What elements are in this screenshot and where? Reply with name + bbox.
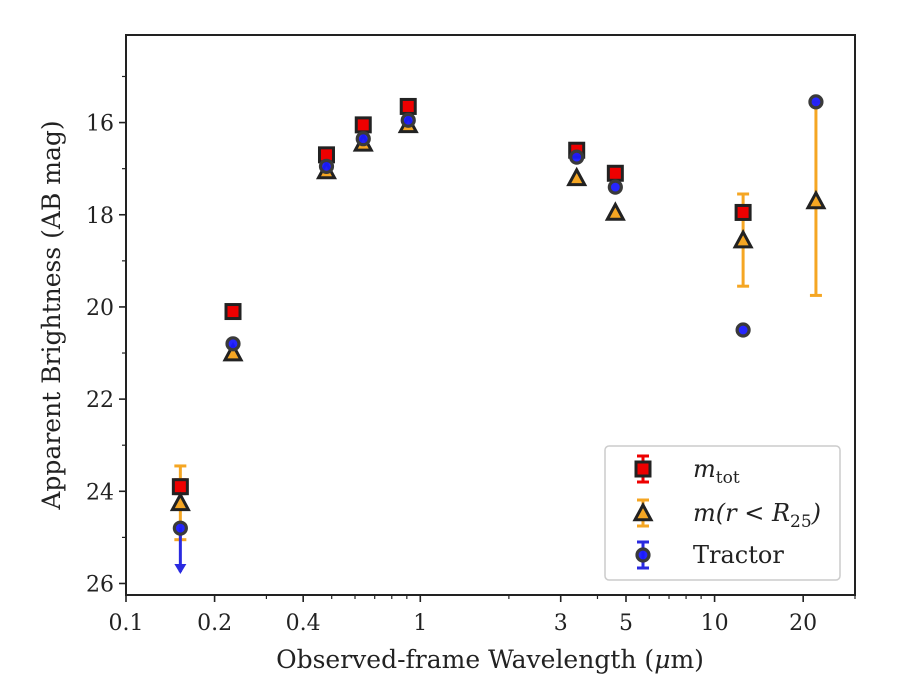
circle-marker [225, 336, 241, 352]
triangle-marker [169, 491, 191, 512]
y-axis-ticks: 16 18 20 22 24 26 [86, 75, 126, 597]
x-tick-label: 5 [619, 611, 633, 636]
legend-label: mtot [693, 455, 740, 488]
y-tick-label: 20 [86, 296, 114, 321]
legend-item-mtot: mtot [634, 454, 740, 488]
square-marker [354, 116, 372, 134]
square-marker [399, 97, 417, 115]
square-marker [634, 460, 652, 478]
circle-marker [318, 158, 335, 174]
triangle-marker [566, 166, 588, 187]
y-axis-label: Apparent Brightness (AB mag) [37, 120, 66, 510]
upper-limit-arrow [174, 563, 187, 574]
x-axis-label: Observed-frame Wavelength (μm) [276, 645, 704, 674]
legend-label: Tractor [693, 541, 784, 569]
x-tick-label: 3 [554, 611, 568, 636]
x-tick-label: 1 [413, 611, 427, 636]
circle-marker [355, 131, 371, 147]
square-marker [606, 164, 624, 182]
x-tick-label: 0.2 [197, 611, 232, 636]
circle-marker [735, 322, 751, 338]
circle-marker [607, 179, 623, 195]
circle-marker [635, 547, 651, 563]
x-tick-label: 20 [789, 611, 817, 636]
y-tick-label: 26 [86, 572, 114, 597]
plot-frame [125, 34, 856, 596]
legend-item-mr25: m(r < R25) [632, 498, 821, 532]
circle-marker [569, 149, 585, 165]
x-tick-label: 10 [701, 611, 729, 636]
x-axis-ticks: 0.1 0.2 0.4 1 3 5 10 20 [109, 595, 856, 636]
circle-marker [808, 94, 824, 110]
y-tick-label: 22 [86, 388, 114, 413]
triangle-marker [604, 201, 626, 221]
square-marker [734, 203, 752, 221]
triangle-marker [805, 189, 827, 210]
circle-marker [172, 520, 188, 536]
triangle-marker [222, 341, 244, 362]
legend-box [604, 445, 841, 581]
circle-marker [400, 112, 416, 128]
triangle-marker [732, 228, 754, 249]
y-tick-label: 18 [86, 204, 114, 229]
square-marker [171, 478, 189, 496]
data-marks [169, 94, 827, 574]
legend-item-tractor: Tractor [635, 540, 784, 570]
legend: mtot m(r < R25) Tractor [604, 445, 841, 581]
triangle-marker [632, 501, 654, 522]
x-tick-label: 0.1 [109, 611, 144, 636]
y-tick-label: 16 [86, 112, 114, 137]
y-tick-label: 24 [86, 480, 114, 505]
x-tick-label: 0.4 [286, 611, 321, 636]
square-marker [224, 303, 242, 321]
legend-label: m(r < R25) [693, 499, 821, 532]
